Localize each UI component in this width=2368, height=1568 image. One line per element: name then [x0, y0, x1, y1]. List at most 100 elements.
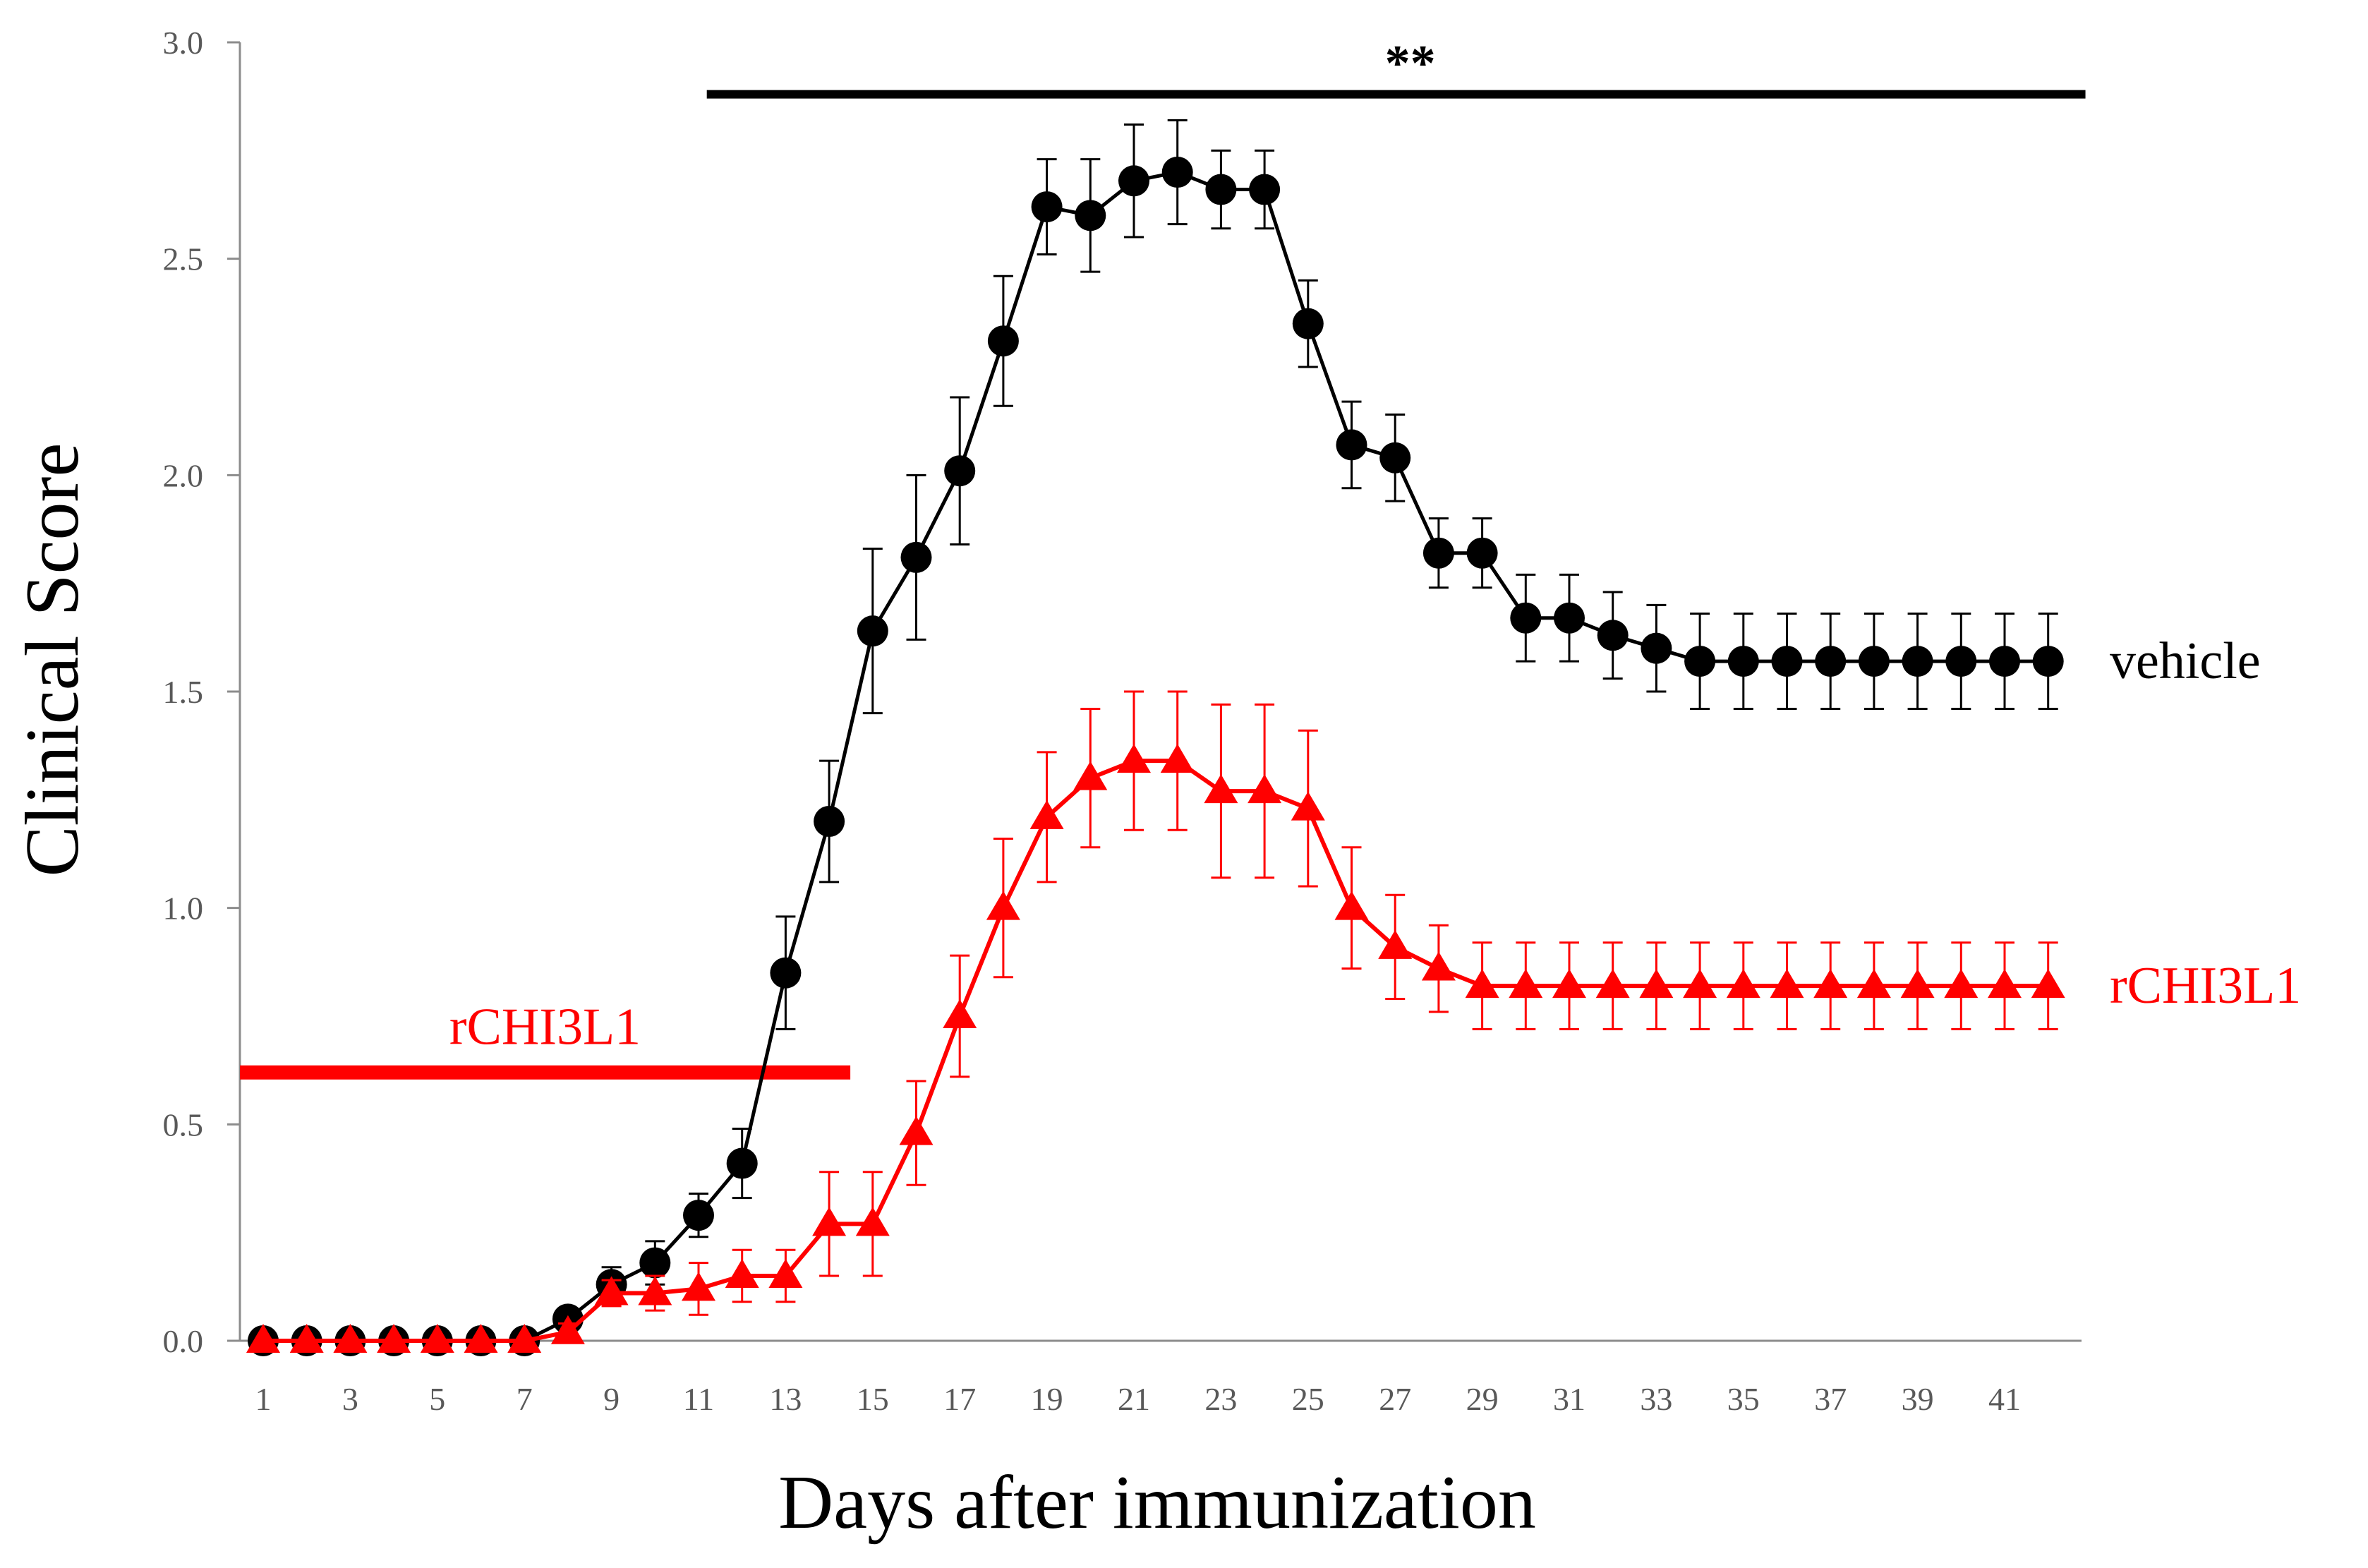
- significance-label: **: [1385, 35, 1436, 92]
- x-tick-label: 1: [255, 1381, 272, 1417]
- data-point-triangle: [464, 1324, 498, 1353]
- data-point-circle: [1031, 191, 1063, 223]
- data-point-circle: [726, 1147, 758, 1179]
- data-point-triangle: [246, 1324, 280, 1353]
- data-point-triangle: [943, 999, 977, 1029]
- data-point-triangle: [899, 1116, 934, 1145]
- y-tick-label: 3.0: [163, 25, 204, 61]
- y-tick-label: 1.5: [163, 674, 204, 710]
- data-point-circle: [1554, 602, 1585, 634]
- data-point-circle: [1989, 646, 2020, 677]
- data-point-triangle: [1552, 969, 1586, 999]
- data-point-triangle: [1465, 969, 1499, 999]
- data-point-circle: [683, 1200, 714, 1231]
- x-tick-label: 13: [769, 1381, 802, 1417]
- data-point-triangle: [812, 1207, 847, 1236]
- data-point-triangle: [1900, 969, 1935, 999]
- x-tick-label: 37: [1814, 1381, 1847, 1417]
- data-point-circle: [1684, 646, 1716, 677]
- data-point-triangle: [1770, 969, 1804, 999]
- y-tick-label: 2.5: [163, 241, 204, 277]
- data-point-triangle: [1204, 774, 1238, 804]
- data-point-circle: [1292, 308, 1324, 339]
- y-tick-label: 0.0: [163, 1323, 204, 1359]
- x-tick-label: 17: [943, 1381, 976, 1417]
- x-tick-label: 25: [1292, 1381, 1324, 1417]
- data-point-triangle: [2031, 969, 2065, 999]
- data-point-circle: [1075, 200, 1106, 231]
- x-tick-label: 15: [857, 1381, 889, 1417]
- data-point-circle: [1641, 632, 1672, 664]
- x-tick-label: 3: [342, 1381, 358, 1417]
- data-point-triangle: [1944, 969, 1979, 999]
- data-point-triangle: [1421, 951, 1456, 981]
- data-point-triangle: [507, 1324, 542, 1353]
- data-point-triangle: [1683, 969, 1717, 999]
- data-point-triangle: [1334, 891, 1369, 920]
- data-point-circle: [1597, 620, 1629, 651]
- x-tick-label: 9: [603, 1381, 620, 1417]
- data-point-triangle: [1856, 969, 1891, 999]
- x-tick-label: 23: [1204, 1381, 1237, 1417]
- data-point-circle: [1727, 646, 1759, 677]
- data-point-circle: [1510, 602, 1542, 634]
- data-point-circle: [639, 1247, 671, 1279]
- data-point-circle: [1336, 429, 1367, 461]
- data-point-circle: [1945, 646, 1977, 677]
- series-vehicle: vehicle: [248, 119, 2261, 1356]
- data-point-triangle: [1509, 969, 1543, 999]
- x-tick-label: 29: [1466, 1381, 1499, 1417]
- data-point-triangle: [768, 1259, 803, 1289]
- series-label-vehicle: vehicle: [2110, 632, 2261, 690]
- data-point-triangle: [1988, 969, 2022, 999]
- data-point-circle: [1466, 537, 1498, 569]
- data-point-circle: [1858, 646, 1890, 677]
- data-point-circle: [1379, 442, 1411, 474]
- x-tick-label: 11: [683, 1381, 714, 1417]
- data-point-circle: [2032, 646, 2064, 677]
- data-point-triangle: [1029, 800, 1064, 829]
- data-point-triangle: [986, 891, 1020, 920]
- annotations: rCHI3L1 **: [240, 35, 2086, 1080]
- data-point-triangle: [289, 1324, 324, 1353]
- y-tick-label: 2.0: [163, 457, 204, 493]
- series-layer: vehicle rCHI3L1: [246, 119, 2301, 1356]
- x-tick-label: 31: [1553, 1381, 1585, 1417]
- x-tick-label: 33: [1640, 1381, 1672, 1417]
- data-point-triangle: [333, 1324, 368, 1353]
- data-point-triangle: [594, 1276, 629, 1305]
- data-point-triangle: [1117, 744, 1151, 773]
- data-point-triangle: [725, 1259, 759, 1289]
- x-tick-label: 41: [1988, 1381, 2021, 1417]
- data-point-circle: [857, 615, 888, 647]
- data-point-triangle: [377, 1324, 411, 1353]
- data-point-circle: [770, 957, 802, 989]
- treatment-label: rCHI3L1: [449, 999, 641, 1056]
- x-tick-label: 21: [1118, 1381, 1150, 1417]
- data-point-triangle: [420, 1324, 454, 1353]
- data-point-circle: [814, 806, 845, 838]
- data-point-triangle: [1639, 969, 1674, 999]
- data-point-triangle: [1813, 969, 1848, 999]
- x-axis-title: Days after immunization: [778, 1461, 1536, 1545]
- y-axis-title: Clinical Score: [11, 443, 95, 877]
- data-point-triangle: [682, 1272, 715, 1301]
- series-label-rchi3l1: rCHI3L1: [2110, 957, 2301, 1015]
- axes: 0.00.51.01.52.02.53.01 3 5 7 9 11 13 15 17 19 21 23…: [163, 25, 2082, 1417]
- data-point-triangle: [638, 1276, 672, 1305]
- data-point-circle: [987, 325, 1019, 357]
- y-tick-label: 1.0: [163, 891, 204, 927]
- data-point-circle: [1902, 646, 1933, 677]
- x-tick-label: 27: [1379, 1381, 1411, 1417]
- data-point-circle: [1161, 157, 1193, 188]
- data-point-circle: [900, 541, 932, 573]
- x-tick-label: 39: [1902, 1381, 1934, 1417]
- data-point-triangle: [1160, 744, 1195, 773]
- series-line-vehicle: [263, 170, 2048, 1343]
- series-rchi3l1: rCHI3L1: [246, 690, 2301, 1353]
- data-point-circle: [1205, 174, 1237, 205]
- data-point-circle: [1771, 646, 1803, 677]
- data-point-triangle: [550, 1315, 585, 1344]
